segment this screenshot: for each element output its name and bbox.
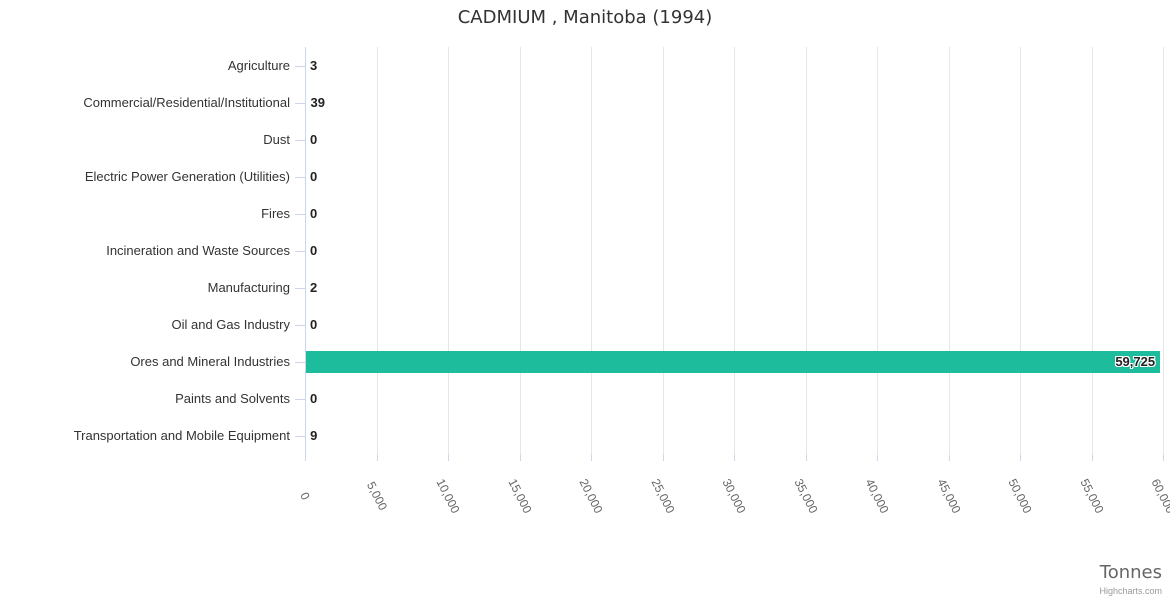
category-label: Commercial/Residential/Institutional <box>83 94 290 110</box>
value-axis-tick <box>877 455 878 461</box>
category-tick <box>295 325 305 326</box>
bar-value-label: 0 <box>310 317 318 333</box>
category-tick <box>295 251 305 252</box>
bar-value-label: 39 <box>310 94 326 110</box>
gridline <box>591 47 592 455</box>
value-axis-tick <box>1020 455 1021 461</box>
category-label: Fires <box>261 205 290 221</box>
gridline <box>877 47 878 455</box>
bar-value-label: 0 <box>310 391 318 407</box>
value-axis-tick-label: 40,000 <box>862 476 892 516</box>
bar-value-label: 9 <box>310 428 318 444</box>
category-label: Oil and Gas Industry <box>171 317 291 333</box>
value-axis-tick-label: 35,000 <box>790 476 821 516</box>
category-tick <box>295 103 305 104</box>
category-label: Manufacturing <box>207 280 290 296</box>
value-axis-tick-label: 30,000 <box>719 476 749 516</box>
value-axis-tick <box>948 455 950 461</box>
value-axis-tick <box>376 455 378 461</box>
bar-value-label: 3 <box>310 57 318 73</box>
category-axis-labels: Agriculture Commercial/Residential/Instit… <box>0 47 290 455</box>
gridline <box>805 47 807 455</box>
category-label: Transportation and Mobile Equipment <box>73 428 290 444</box>
bar-value-label: 0 <box>310 131 318 147</box>
value-axis-tick-label: 25,000 <box>647 476 678 516</box>
category-tick <box>295 140 305 141</box>
value-axis-tick <box>1163 455 1164 461</box>
plot-area: 3 39 0 0 0 0 2 0 59,725 0 9 <box>295 47 1164 461</box>
category-label: Agriculture <box>227 57 290 73</box>
category-label: Paints and Solvents <box>175 391 290 407</box>
category-tick <box>295 288 305 289</box>
category-tick <box>295 436 305 437</box>
gridline <box>519 47 521 455</box>
value-axis-tick-label: 55,000 <box>1076 476 1107 516</box>
category-label: Electric Power Generation (Utilities) <box>84 168 290 184</box>
value-axis-title: Tonnes <box>1099 562 1162 583</box>
highcharts-credits-link[interactable]: Highcharts.com <box>1099 586 1162 596</box>
value-axis-tick <box>805 455 807 461</box>
value-axis-tick-label: 5,000 <box>363 479 390 513</box>
gridline <box>376 47 378 455</box>
category-tick <box>295 399 305 400</box>
chart-title: CADMIUM , Manitoba (1994) <box>457 7 713 28</box>
gridline <box>734 47 735 455</box>
value-axis-tick-label: 10,000 <box>433 476 463 516</box>
category-label: Incineration and Waste Sources <box>106 243 290 258</box>
value-axis-tick <box>519 455 521 461</box>
gridline <box>662 47 664 455</box>
bar-value-label: 59,725 <box>1115 354 1156 370</box>
category-label: Dust <box>263 131 290 147</box>
value-axis-tick <box>305 455 306 461</box>
value-axis-tick-label: 0 <box>297 489 313 503</box>
value-axis-tick-label: 50,000 <box>1005 476 1035 516</box>
gridline <box>448 47 449 455</box>
category-tick <box>295 362 305 363</box>
category-axis-line <box>305 47 306 455</box>
value-axis-tick-label: 20,000 <box>576 476 606 516</box>
value-axis-tick <box>448 455 449 461</box>
value-axis-tick <box>1091 455 1093 461</box>
bar-value-label: 0 <box>310 243 318 258</box>
value-axis-tick <box>662 455 664 461</box>
value-axis-tick-label: 15,000 <box>504 476 535 516</box>
category-tick <box>295 214 305 215</box>
category-tick <box>295 66 305 67</box>
category-label: Ores and Mineral Industries <box>130 354 290 370</box>
value-axis-tick-label: 45,000 <box>933 476 964 516</box>
gridline <box>948 47 950 455</box>
bar-value-label: 0 <box>310 205 318 221</box>
bar-value-label: 0 <box>310 168 318 184</box>
gridline <box>1091 47 1093 455</box>
value-axis-tick <box>734 455 735 461</box>
gridline <box>1020 47 1021 455</box>
bar[interactable] <box>306 351 1161 374</box>
value-axis-tick <box>591 455 592 461</box>
bar-value-label: 2 <box>310 280 318 296</box>
gridline <box>1163 47 1164 455</box>
value-axis-tick-label: 60,000 <box>1148 476 1170 516</box>
category-tick <box>295 177 305 178</box>
